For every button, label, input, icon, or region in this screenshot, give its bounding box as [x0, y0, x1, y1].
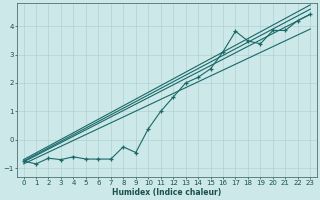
X-axis label: Humidex (Indice chaleur): Humidex (Indice chaleur): [112, 188, 221, 197]
